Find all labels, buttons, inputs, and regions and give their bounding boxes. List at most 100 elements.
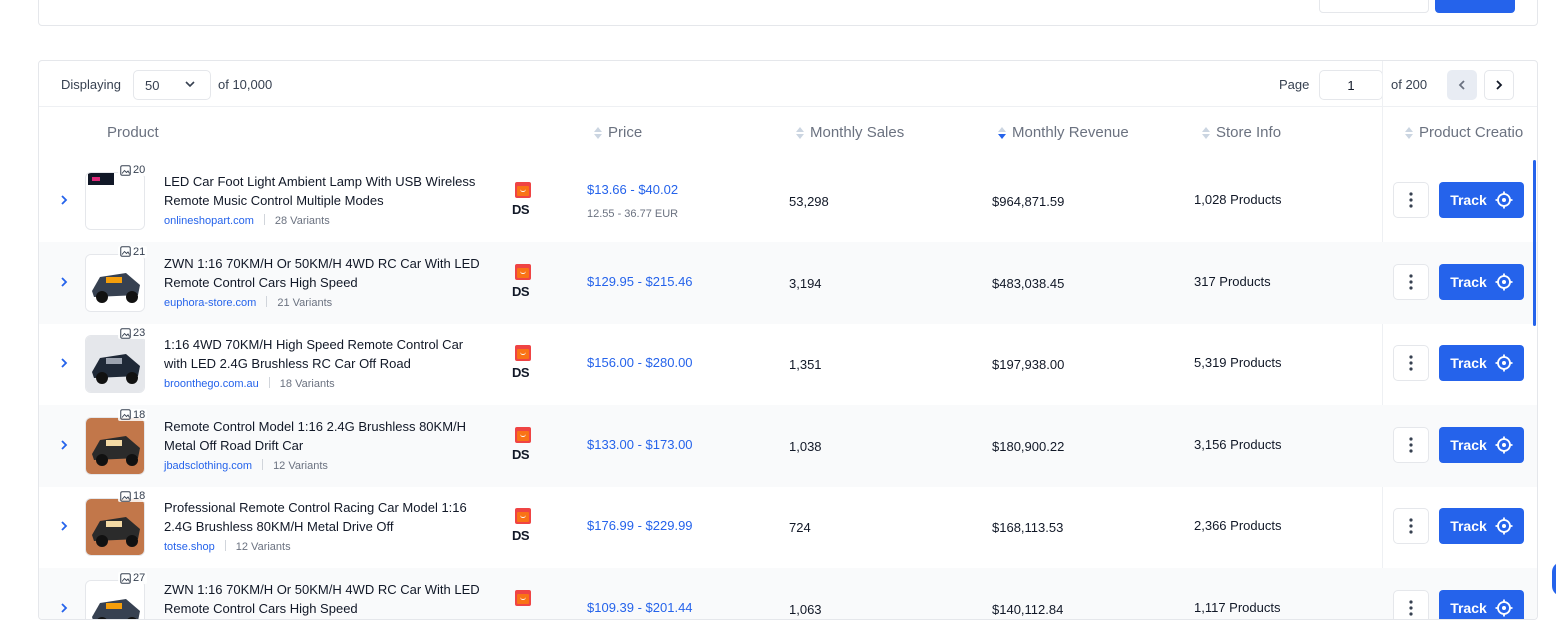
product-image[interactable] (85, 498, 145, 557)
monthly-sales: 724 (789, 520, 811, 536)
chevron-right-icon[interactable] (57, 601, 71, 615)
product-title[interactable]: ZWN 1:16 70KM/H Or 50KM/H 4WD RC Car Wit… (164, 255, 480, 290)
track-button[interactable]: Track (1439, 263, 1524, 300)
scrollbar[interactable] (1533, 160, 1536, 326)
target-icon (1495, 273, 1513, 291)
page-number-input[interactable]: 1 (1319, 70, 1383, 100)
products-table-card: Displaying 50 of 10,000 Page 1 of 200 Pr… (38, 60, 1538, 620)
chevron-right-icon (1496, 80, 1503, 90)
chevron-right-icon[interactable] (57, 356, 71, 370)
aliexpress-icon[interactable] (515, 263, 531, 280)
total-count: of 10,000 (218, 77, 273, 92)
sort-desc-icon (998, 126, 1006, 139)
more-options-button[interactable] (1393, 426, 1429, 463)
more-options-button[interactable] (1393, 590, 1429, 619)
table-row[interactable]: 21 ZWN 1:16 70KM/H Or 50KM/H 4WD RC Car … (39, 241, 1537, 324)
column-monthly-sales[interactable]: Monthly Sales (796, 124, 904, 141)
product-title[interactable]: ZWN 1:16 70KM/H Or 50KM/H 4WD RC Car Wit… (164, 582, 480, 616)
image-count-value: 18 (133, 490, 146, 503)
source-icons: DS (512, 508, 534, 543)
table-row[interactable]: 23 1:16 4WD 70KM/H High Speed Remote Con… (39, 323, 1537, 405)
aliexpress-icon[interactable] (515, 426, 531, 443)
more-options-button[interactable] (1393, 345, 1429, 382)
product-image[interactable] (85, 172, 145, 230)
store-link[interactable]: euphora-store.com (164, 296, 257, 309)
store-link[interactable]: totse.shop (164, 541, 215, 554)
more-options-button[interactable] (1393, 182, 1429, 218)
product-image[interactable] (85, 253, 145, 312)
image-icon (120, 246, 131, 257)
meta-divider (224, 540, 226, 552)
product-meta: jbadsclothing.com 12 Variants (164, 458, 328, 472)
store-product-count: 1,117 Products (1194, 600, 1281, 615)
chevron-right-icon[interactable] (57, 275, 71, 289)
chevron-right-icon[interactable] (57, 438, 71, 452)
chevron-left-icon (1458, 80, 1465, 90)
aliexpress-icon[interactable] (515, 182, 531, 198)
column-product-creation[interactable]: Product Creatio (1405, 124, 1523, 141)
more-vertical-icon (1409, 518, 1413, 534)
target-icon (1495, 436, 1513, 454)
aliexpress-icon[interactable] (515, 508, 531, 525)
store-link[interactable]: broonthego.com.au (164, 378, 259, 391)
column-monthly-revenue-label: Monthly Revenue (1012, 124, 1129, 141)
variant-count: 12 Variants (273, 459, 328, 472)
target-icon (1495, 354, 1513, 372)
product-image[interactable] (85, 580, 145, 619)
more-options-button[interactable] (1393, 263, 1429, 300)
variant-count: 21 Variants (277, 296, 333, 309)
table-row[interactable]: 18 Remote Control Model 1:16 2.4G Brushl… (39, 404, 1537, 487)
column-price[interactable]: Price (594, 124, 642, 141)
filter-select[interactable] (1319, 0, 1429, 13)
price-range-eur: 12.55 - 36.77 EUR (587, 208, 679, 220)
image-count: 20 (118, 164, 148, 176)
track-button[interactable]: Track (1439, 426, 1524, 463)
product-title[interactable]: Professional Remote Control Racing Car M… (164, 500, 467, 535)
chevron-right-icon[interactable] (57, 193, 71, 207)
product-image[interactable] (85, 416, 145, 475)
source-icons (512, 590, 534, 610)
monthly-sales: 1,351 (789, 357, 822, 373)
track-button-label: Track (1450, 273, 1487, 290)
meta-divider (268, 377, 270, 389)
next-page-button[interactable] (1484, 70, 1514, 100)
product-meta: euphora-store.com 21 Variants (164, 295, 333, 309)
price-range: $133.00 - $173.00 (587, 436, 693, 452)
ds-badge: DS (512, 202, 530, 217)
table-row[interactable]: 27 ZWN 1:16 70KM/H Or 50KM/H 4WD RC Car … (39, 568, 1537, 619)
store-link[interactable]: jbadsclothing.com (164, 459, 253, 472)
column-store-info[interactable]: Store Info (1202, 124, 1281, 141)
table-toolbar: Displaying 50 of 10,000 Page 1 of 200 (39, 61, 1537, 107)
product-title[interactable]: Remote Control Model 1:16 2.4G Brushless… (164, 418, 467, 453)
column-monthly-revenue[interactable]: Monthly Revenue (998, 124, 1129, 141)
chevron-right-icon[interactable] (57, 519, 71, 533)
chat-widget-button[interactable] (1552, 562, 1556, 596)
image-count-value: 20 (133, 164, 146, 176)
product-meta: onlineshopart.com 28 Variants (164, 214, 330, 227)
column-store-info-label: Store Info (1216, 124, 1282, 141)
more-options-button[interactable] (1393, 508, 1429, 545)
monthly-revenue: $197,938.00 (992, 357, 1065, 373)
track-button[interactable]: Track (1439, 345, 1524, 382)
monthly-revenue: $180,900.22 (992, 438, 1065, 454)
ds-badge: DS (512, 446, 530, 462)
monthly-revenue: $964,871.59 (992, 194, 1065, 209)
store-product-count: 2,366 Products (1194, 518, 1282, 534)
product-title[interactable]: 1:16 4WD 70KM/H High Speed Remote Contro… (164, 337, 464, 372)
apply-button[interactable] (1435, 0, 1515, 13)
track-button[interactable]: Track (1439, 590, 1524, 619)
store-product-count: 317 Products (1194, 273, 1271, 289)
per-page-select[interactable]: 50 (133, 70, 211, 100)
aliexpress-icon[interactable] (515, 345, 531, 362)
track-button[interactable]: Track (1439, 508, 1524, 545)
monthly-revenue: $168,113.53 (992, 520, 1064, 536)
aliexpress-icon[interactable] (515, 590, 531, 606)
track-button[interactable]: Track (1439, 182, 1524, 218)
table-row[interactable]: 18 Professional Remote Control Racing Ca… (39, 486, 1537, 568)
meta-divider (266, 295, 268, 307)
table-row[interactable]: 20 LED Car Foot Light Ambient Lamp With … (39, 160, 1537, 242)
store-link[interactable]: onlineshopart.com (164, 215, 254, 227)
product-title[interactable]: LED Car Foot Light Ambient Lamp With USB… (164, 174, 476, 208)
product-image[interactable] (85, 335, 145, 394)
previous-page-button[interactable] (1447, 70, 1477, 100)
